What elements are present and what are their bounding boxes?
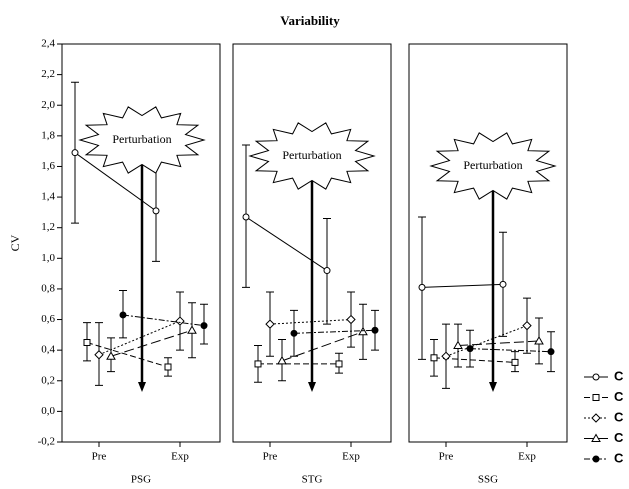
x-tick-label: Exp [171, 451, 189, 463]
x-tick-label: Exp [342, 451, 360, 463]
series-line [98, 320, 181, 356]
marker [290, 329, 298, 337]
x-tick-label: Pre [263, 451, 278, 463]
series-line [245, 216, 328, 271]
marker [277, 355, 287, 365]
marker [335, 360, 343, 368]
y-tick-label: -0,2 [38, 436, 55, 448]
marker [323, 267, 331, 275]
marker [499, 280, 507, 288]
y-tick-label: 2,0 [41, 99, 55, 111]
legend-marker [591, 433, 601, 442]
starburst [248, 122, 376, 190]
marker [200, 322, 208, 330]
panel-label: STG [302, 474, 323, 486]
legend-label: C [614, 450, 624, 465]
y-tick-label: 0,8 [41, 282, 55, 294]
marker [466, 345, 474, 353]
marker [441, 351, 451, 361]
marker [71, 149, 79, 157]
marker [371, 326, 379, 334]
y-tick-label: 0,0 [41, 405, 55, 417]
legend-marker [592, 373, 600, 381]
legend-label: C [614, 430, 624, 445]
marker [119, 311, 127, 319]
y-tick-label: 1,0 [41, 252, 55, 264]
panel-frame [232, 43, 392, 443]
marker [265, 319, 275, 329]
panel-label: PSG [131, 474, 151, 486]
y-tick-label: 1,6 [41, 160, 55, 172]
legend-label: C [614, 368, 624, 383]
annotation: Perturbation [463, 158, 522, 172]
marker [254, 360, 262, 368]
y-tick-label: 2,2 [41, 68, 55, 80]
marker [453, 340, 463, 350]
y-tick-label: 0,4 [41, 344, 55, 356]
y-axis-label: CV [8, 234, 22, 251]
marker [358, 326, 368, 336]
series-line [122, 314, 205, 327]
marker [106, 351, 116, 360]
arrow-head [138, 382, 146, 392]
marker [511, 358, 519, 366]
legend-marker [592, 394, 600, 401]
marker [187, 325, 197, 334]
marker [430, 354, 438, 362]
legend-marker [591, 413, 601, 423]
legend-marker [592, 455, 600, 463]
x-tick-label: Exp [518, 451, 536, 463]
series-line [445, 325, 528, 357]
marker [534, 335, 544, 345]
marker [547, 348, 555, 356]
marker [94, 350, 104, 360]
marker [418, 283, 426, 291]
y-tick-label: 1,2 [41, 221, 55, 233]
panel-label: SSG [478, 474, 498, 486]
marker [242, 213, 250, 221]
panel-frame [408, 43, 568, 443]
series-line [269, 319, 352, 325]
series-line [469, 348, 552, 353]
panel-frame [61, 43, 221, 443]
y-tick-label: 0,6 [41, 313, 55, 325]
series-line [110, 329, 193, 357]
starburst [429, 132, 557, 200]
y-tick-label: 2,4 [41, 38, 55, 50]
arrow-head [308, 382, 316, 392]
annotation: Perturbation [112, 132, 171, 146]
marker [522, 320, 532, 331]
marker [152, 207, 160, 215]
legend-label: C [614, 389, 624, 404]
series-line [421, 283, 504, 288]
chart-title: Variability [280, 13, 340, 28]
series-line [293, 329, 376, 334]
legend-label: C [614, 409, 624, 424]
y-tick-label: 0,2 [41, 374, 55, 386]
series-line [86, 342, 169, 368]
annotation: Perturbation [282, 148, 341, 162]
y-tick-label: 1,8 [41, 129, 55, 141]
starburst [78, 106, 206, 174]
x-tick-label: Pre [439, 451, 454, 463]
marker [346, 314, 356, 325]
marker [83, 339, 91, 346]
marker [175, 316, 185, 326]
y-tick-label: 1,4 [41, 191, 55, 203]
marker [164, 363, 172, 371]
x-tick-label: Pre [92, 451, 107, 463]
arrow-head [489, 382, 497, 392]
